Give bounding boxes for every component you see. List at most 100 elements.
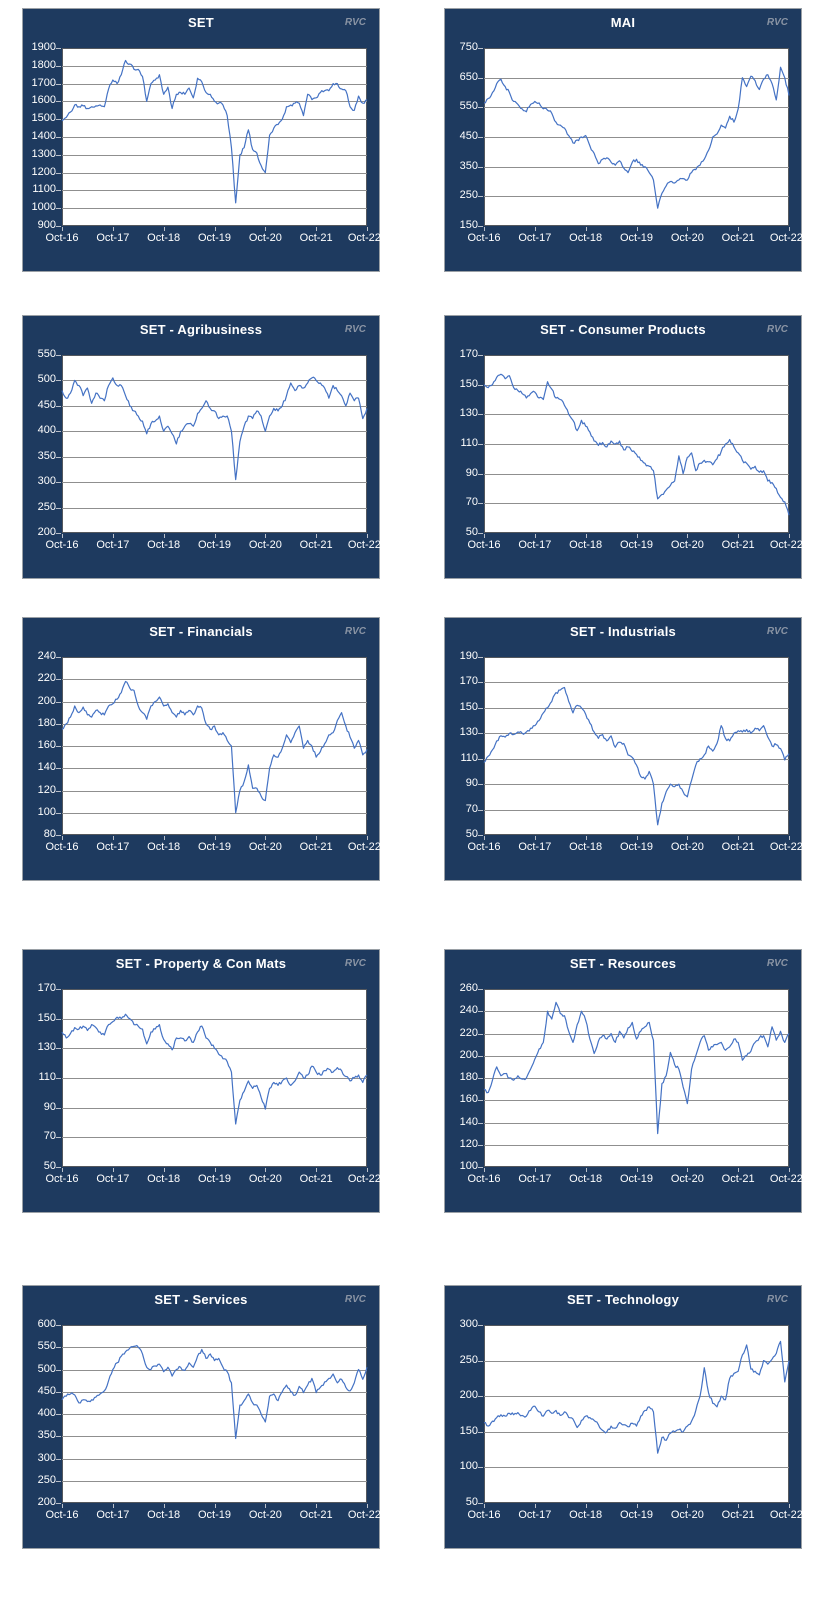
y-axis-label: 400 <box>37 424 56 437</box>
chart-panel-set-technology: SET - Technology RVC 300 250 200 150 100 50 Oc… <box>444 1285 803 1549</box>
y-axis-label: 220 <box>37 672 56 685</box>
x-axis-label: Oct-21 <box>721 1509 755 1521</box>
series-line <box>61 1344 368 1440</box>
y-axis-label: 100 <box>459 1460 478 1473</box>
x-axis-label: Oct-16 <box>45 1173 79 1185</box>
y-axis-label: 180 <box>459 1071 478 1083</box>
plot-host: 170 150 130 110 90 70 50 Oct-16 Oct-17 Oct-18 Oct-… <box>445 316 803 578</box>
y-axis-label: 450 <box>37 1384 56 1397</box>
x-axis-label: Oct-17 <box>96 1509 130 1521</box>
x-axis-label: Oct-19 <box>197 539 232 551</box>
y-axis-label: 1800 <box>31 58 56 71</box>
plot-area <box>484 1325 789 1503</box>
x-axis-label: Oct-18 <box>147 1509 181 1521</box>
y-axis-label: 150 <box>459 377 478 390</box>
y-axis-label: 200 <box>37 694 56 707</box>
x-axis-label: Oct-22 <box>347 232 381 244</box>
chart-canvas <box>478 48 790 231</box>
x-axis-label: Oct-18 <box>569 1509 603 1521</box>
y-axis-label: 450 <box>37 398 56 411</box>
y-axis-label: 300 <box>37 1451 56 1464</box>
plot-host: 190 170 150 130 110 90 70 50 Oct-16 Oct-17 Oct-18 O… <box>445 618 803 880</box>
x-axis-label: Oct-18 <box>569 232 603 244</box>
x-axis-label: Oct-19 <box>619 841 654 853</box>
x-axis-label: Oct-16 <box>467 539 501 551</box>
x-axis-label: Oct-16 <box>467 1509 501 1521</box>
y-axis-label: 80 <box>43 828 56 840</box>
chart-canvas <box>478 657 790 840</box>
x-axis-label: Oct-22 <box>769 539 803 551</box>
y-axis-label: 70 <box>465 802 478 815</box>
y-axis-label: 130 <box>459 407 478 420</box>
rvc-watermark: RVC <box>766 626 788 637</box>
x-axis-label: Oct-20 <box>670 1509 704 1521</box>
series-line <box>483 1340 790 1454</box>
x-axis-label: Oct-19 <box>197 1509 232 1521</box>
x-axis-label: Oct-18 <box>569 539 603 551</box>
x-axis-label: Oct-20 <box>248 539 282 551</box>
series-line <box>61 59 368 204</box>
y-axis-label: 1600 <box>31 94 56 107</box>
y-axis-label: 90 <box>465 466 478 479</box>
plot-area <box>62 355 367 533</box>
x-axis-label: Oct-18 <box>147 539 181 551</box>
x-axis-label: Oct-17 <box>518 232 552 244</box>
chart-panel-set-industrials: SET - Industrials RVC 190 170 150 130 110 90 7… <box>444 617 803 881</box>
rvc-watermark: RVC <box>344 324 366 335</box>
y-axis-label: 100 <box>459 1160 478 1172</box>
y-axis-label: 450 <box>459 130 478 142</box>
y-axis-label: 260 <box>459 982 478 994</box>
chart-title: MAI <box>610 15 636 30</box>
y-axis-label: 150 <box>459 219 478 231</box>
x-axis-label: Oct-20 <box>248 1509 282 1521</box>
x-axis-label: Oct-22 <box>347 1173 381 1185</box>
plot-host: 260 240 220 200 180 160 140 120 100 Oct-16 Oct-17 O… <box>445 950 803 1212</box>
y-axis-label: 400 <box>37 1407 56 1419</box>
chart-panel-set-consumer-products: SET - Consumer Products RVC 170 150 130 110… <box>444 315 803 579</box>
rvc-watermark: RVC <box>344 1294 366 1305</box>
y-axis-label: 150 <box>459 700 478 713</box>
x-axis-label: Oct-21 <box>299 841 333 853</box>
x-axis-label: Oct-17 <box>518 841 552 853</box>
chart-canvas <box>478 1325 790 1508</box>
plot-host: 240 220 200 180 160 140 120 100 80 Oct-16 Oct-17 Oc… <box>23 618 381 880</box>
x-axis-label: Oct-22 <box>769 1173 803 1185</box>
y-axis-label: 350 <box>37 449 56 462</box>
y-axis-label: 1300 <box>31 147 56 160</box>
chart-title: SET - Services <box>154 1292 248 1307</box>
x-axis-label: Oct-21 <box>721 232 755 244</box>
chart-panel-set-property-con-mats: SET - Property & Con Mats RVC 170 150 130 1… <box>22 949 381 1213</box>
series-line <box>483 686 790 826</box>
rvc-watermark: RVC <box>766 17 788 28</box>
x-axis-label: Oct-16 <box>45 232 79 244</box>
x-axis-label: Oct-18 <box>569 841 603 853</box>
plot-host: 750 650 550 450 350 250 150 Oct-16 Oct-17 Oct-18 O… <box>445 9 803 271</box>
y-axis-label: 200 <box>459 1389 478 1402</box>
y-axis-label: 190 <box>459 650 478 662</box>
x-axis-label: Oct-22 <box>769 841 803 853</box>
chart-panel-set-services: SET - Services RVC 600 550 500 450 400 350 300… <box>22 1285 381 1549</box>
plot-host: 300 250 200 150 100 50 Oct-16 Oct-17 Oct-18 Oct-1… <box>445 1286 803 1548</box>
y-axis-label: 170 <box>37 982 56 994</box>
x-axis-label: Oct-19 <box>619 232 654 244</box>
y-axis-label: 140 <box>459 1115 478 1128</box>
chart-title: SET - Consumer Products <box>540 322 706 337</box>
y-axis-label: 150 <box>459 1424 478 1437</box>
y-axis-label: 1100 <box>32 183 56 196</box>
x-axis-label: Oct-19 <box>619 1509 654 1521</box>
y-axis-label: 70 <box>465 496 478 509</box>
chart-title: SET - Financials <box>149 624 253 639</box>
chart-title: SET - Technology <box>566 1292 680 1307</box>
y-axis-label: 160 <box>37 739 56 751</box>
x-axis-label: Oct-22 <box>769 1509 803 1521</box>
series-line <box>483 66 790 209</box>
series-line <box>61 1013 368 1125</box>
y-axis-label: 110 <box>460 437 478 449</box>
y-axis-label: 1000 <box>31 201 56 214</box>
y-axis-label: 150 <box>37 1011 56 1024</box>
y-axis-label: 550 <box>37 348 56 360</box>
y-axis-label: 240 <box>459 1004 478 1017</box>
y-axis-label: 500 <box>37 373 56 386</box>
series-line <box>483 373 790 516</box>
x-axis-label: Oct-18 <box>147 232 181 244</box>
